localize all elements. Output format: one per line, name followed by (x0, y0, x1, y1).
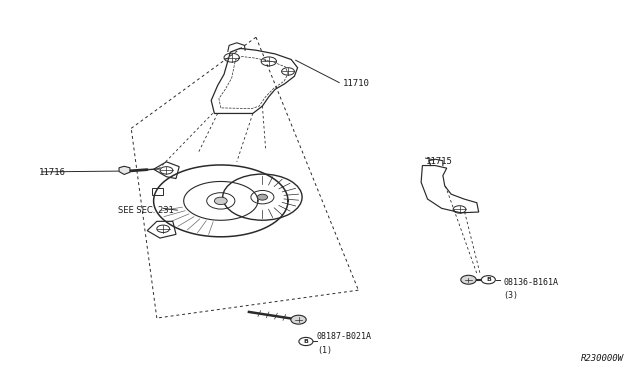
Text: 11710: 11710 (342, 79, 369, 88)
Circle shape (299, 337, 313, 346)
Text: SEE SEC. 231: SEE SEC. 231 (118, 206, 174, 215)
Circle shape (214, 197, 227, 205)
Text: R230000W: R230000W (581, 354, 624, 363)
Text: 11715: 11715 (426, 157, 452, 166)
Text: (1): (1) (317, 346, 332, 355)
Text: B: B (303, 339, 308, 344)
Text: 11716: 11716 (38, 169, 65, 177)
Circle shape (257, 194, 268, 200)
Text: (3): (3) (503, 291, 518, 300)
Polygon shape (119, 166, 130, 174)
Text: 08187-B021A: 08187-B021A (317, 333, 372, 341)
Circle shape (291, 315, 306, 324)
Circle shape (481, 276, 495, 284)
Text: B: B (486, 277, 491, 282)
Circle shape (461, 275, 476, 284)
Text: 08136-B161A: 08136-B161A (503, 278, 558, 287)
